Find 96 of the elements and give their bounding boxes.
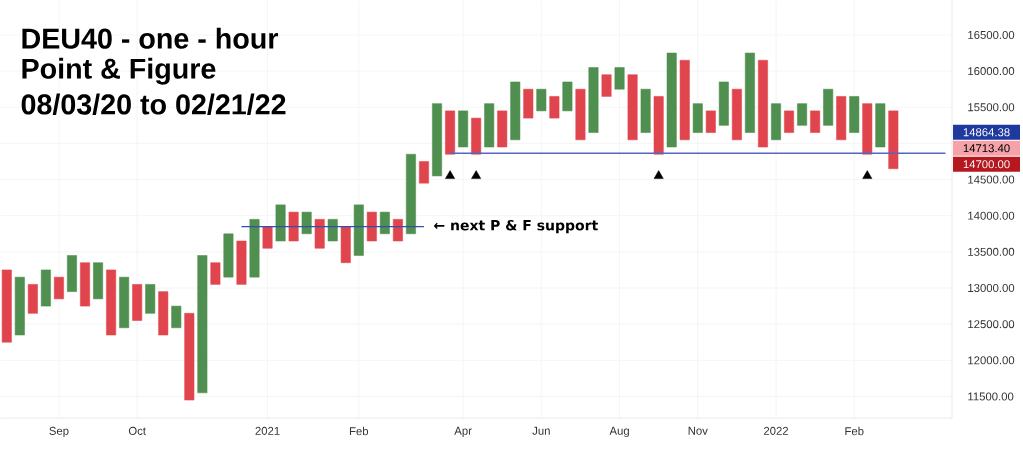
bar <box>249 219 260 278</box>
bar <box>875 103 886 148</box>
bar <box>510 81 521 141</box>
bar <box>758 59 768 148</box>
bar <box>314 219 325 249</box>
bar <box>771 103 781 141</box>
bar <box>471 117 482 155</box>
bar <box>236 240 247 285</box>
bar <box>158 291 169 336</box>
bar <box>784 110 795 133</box>
text: 14713.40 <box>963 144 1010 153</box>
bar <box>145 284 156 314</box>
bar <box>888 110 899 169</box>
bar <box>288 211 299 242</box>
bar <box>627 74 638 141</box>
text: 14700.00 <box>963 160 1010 169</box>
bar <box>275 204 286 242</box>
bar <box>171 305 182 328</box>
bar <box>80 262 90 307</box>
bar <box>1 269 12 343</box>
x-tick-label: 2021 <box>255 426 280 435</box>
bar <box>340 226 351 263</box>
bar <box>197 255 208 394</box>
y-tick-label: 11500.00 <box>968 392 1014 401</box>
bar <box>744 52 755 133</box>
bar <box>419 161 429 184</box>
bar <box>536 88 547 112</box>
bar <box>823 88 834 126</box>
y-tick-label: 12500.00 <box>968 320 1015 329</box>
bar <box>14 276 25 336</box>
annotation: 08/03/20 to 02/21/22 <box>21 93 286 115</box>
bar <box>484 103 495 148</box>
bar <box>27 284 38 314</box>
x-tick-label: 2022 <box>763 426 789 435</box>
bar <box>210 262 221 285</box>
bar <box>562 81 573 112</box>
bar <box>614 67 625 90</box>
bar <box>679 59 690 141</box>
text: 14864.38 <box>963 128 1010 137</box>
y-tick-label: 13500.00 <box>968 247 1015 256</box>
bar <box>731 88 742 141</box>
bar <box>601 74 612 97</box>
bar <box>327 219 338 242</box>
bar <box>301 211 312 234</box>
bar <box>119 276 130 328</box>
bar <box>445 110 456 155</box>
x-tick-label: Feb <box>845 426 864 436</box>
bar <box>184 312 195 401</box>
bar <box>132 284 143 321</box>
bar <box>53 276 64 300</box>
y-tick-label: 16500.00 <box>968 30 1015 39</box>
x-tick-label: Jun <box>532 426 550 435</box>
bar <box>718 81 729 126</box>
x-tick-label: Apr <box>454 426 472 437</box>
bar <box>523 88 534 119</box>
bar <box>810 110 821 133</box>
bar <box>575 88 586 141</box>
bar <box>692 103 703 133</box>
y-tick-label: 13000.00 <box>968 283 1015 292</box>
x-tick-label: Nov <box>688 426 708 435</box>
text: Point & Figure <box>22 57 216 85</box>
x-tick-label: Sep <box>49 426 69 438</box>
bar <box>40 269 51 307</box>
y-tick-label: 15500.00 <box>968 103 1015 112</box>
bar <box>497 110 508 148</box>
bar <box>366 211 377 242</box>
bar <box>379 211 390 234</box>
annotation: ← next P & F support <box>434 219 598 234</box>
x-tick-label: Aug <box>609 426 629 437</box>
bar <box>93 262 104 300</box>
x-tick-label: Feb <box>349 426 369 436</box>
bar <box>458 110 469 148</box>
y-tick-label: 14500.00 <box>968 175 1015 184</box>
bar <box>106 269 117 336</box>
bar <box>705 110 716 133</box>
bar <box>67 255 77 292</box>
bar <box>432 103 442 177</box>
bar <box>223 233 234 278</box>
y-tick-label: 16000.00 <box>968 67 1015 76</box>
bar <box>862 103 873 155</box>
bar <box>392 219 403 242</box>
bar <box>640 88 651 133</box>
bar <box>262 226 273 249</box>
bar <box>588 67 599 133</box>
bar <box>653 96 664 155</box>
bar <box>666 52 677 148</box>
bar <box>549 96 560 119</box>
bar <box>849 96 860 133</box>
x-tick-label: Oct <box>128 426 146 435</box>
text: DEU40 - one - hour <box>22 27 279 49</box>
bar <box>836 96 847 141</box>
y-tick-label: 14000.00 <box>968 211 1015 220</box>
bar <box>405 153 416 234</box>
bar <box>353 204 364 256</box>
bar <box>797 103 808 126</box>
y-tick-label: 12000.00 <box>968 356 1015 365</box>
